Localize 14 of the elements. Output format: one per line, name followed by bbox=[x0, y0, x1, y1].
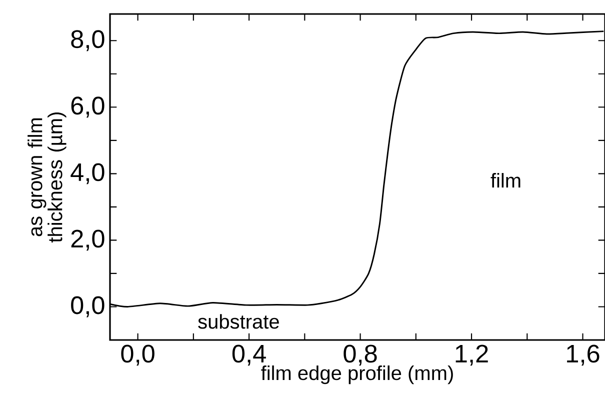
y-tick-label: 0,0 bbox=[71, 296, 104, 318]
y-tick-label: 8,0 bbox=[71, 30, 104, 52]
x-tick-label: 0,4 bbox=[232, 344, 266, 366]
y-tick-label: 4,0 bbox=[70, 163, 104, 184]
y-axis-title: as grown film thickness (µm) bbox=[28, 112, 66, 242]
x-tick-label: 0,8 bbox=[344, 344, 377, 366]
x-tick-label: 0,0 bbox=[121, 344, 154, 366]
x-axis-title: film edge profile (mm) bbox=[261, 365, 453, 384]
y-tick-label: 2,0 bbox=[71, 230, 104, 251]
annotation: substrate bbox=[198, 314, 279, 329]
y-tick-label: 6,0 bbox=[71, 96, 104, 118]
x-tick-label: 1,2 bbox=[456, 344, 488, 366]
annotation: film bbox=[490, 173, 520, 188]
x-tick-label: 1,6 bbox=[567, 344, 600, 366]
